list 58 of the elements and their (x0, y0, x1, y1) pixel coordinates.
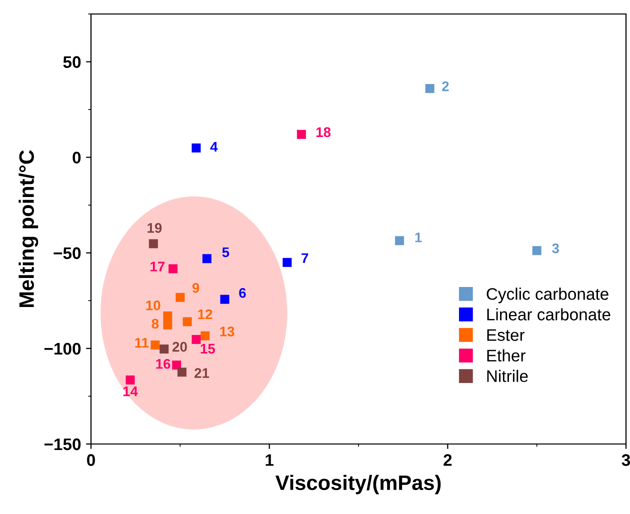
annotation: 17 (150, 262, 165, 272)
point (176, 292, 185, 302)
annotation: 14 (123, 386, 138, 396)
x-tick-label: 3 (622, 454, 630, 466)
legend-label: Ether (487, 349, 526, 362)
point (160, 344, 169, 354)
legend-label: Nitrile (487, 370, 528, 382)
point (532, 246, 542, 256)
annotation: 20 (172, 342, 187, 352)
legend-label: Ester (487, 329, 525, 341)
point (163, 320, 172, 330)
annotation: 5 (222, 247, 230, 258)
point (282, 258, 292, 267)
annotation: 4 (210, 142, 218, 152)
y-tick-label: −100 (44, 342, 81, 355)
annotation: 19 (148, 223, 162, 233)
annotation: 9 (192, 282, 200, 293)
x-tick-label: 0 (87, 454, 95, 466)
annotation: 1 (415, 232, 422, 242)
point (148, 239, 158, 248)
annotation: 18 (316, 127, 331, 138)
annotation: 6 (239, 288, 246, 298)
y-tick-label: −150 (44, 438, 81, 450)
point (168, 264, 178, 274)
y-tick-label: 0 (72, 152, 81, 164)
annotation: 8 (152, 318, 159, 329)
point (296, 130, 306, 139)
x-axis-title: Viscosity/(mPas) (275, 474, 441, 494)
point (425, 84, 434, 94)
annotation: 15 (200, 344, 216, 354)
point (202, 254, 212, 264)
annotation: 16 (156, 358, 170, 369)
annotation: 10 (146, 300, 160, 310)
x-tick-label: 2 (444, 454, 452, 466)
annotation: 11 (135, 338, 149, 348)
point (150, 340, 160, 350)
annotation: 21 (194, 368, 210, 378)
point (182, 317, 192, 326)
point (200, 331, 210, 340)
point (395, 236, 404, 246)
legend-label: Linear carbonate (487, 308, 610, 320)
annotation: 7 (302, 253, 308, 263)
y-tick-label: 50 (63, 56, 81, 68)
point (192, 334, 201, 344)
y-axis-title: Melting point/°C (18, 150, 38, 307)
point (220, 294, 230, 304)
point (126, 375, 135, 384)
x-tick-label: 1 (266, 454, 274, 466)
annotation: 12 (198, 309, 212, 320)
annotation: 3 (552, 243, 559, 254)
point (192, 143, 201, 152)
point (177, 368, 186, 377)
legend-label: Cyclic carbonate (486, 288, 608, 304)
y-tick-label: −50 (54, 247, 81, 260)
point (172, 360, 182, 370)
point (163, 311, 172, 320)
annotation: 2 (442, 81, 449, 92)
annotation: 13 (220, 326, 234, 336)
